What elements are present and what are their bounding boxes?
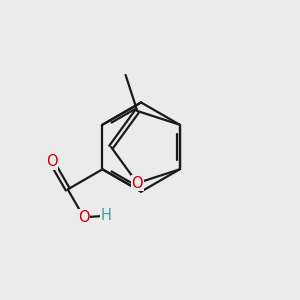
Text: O: O [131, 176, 143, 190]
Text: O: O [46, 154, 58, 169]
Text: O: O [78, 210, 90, 225]
Text: H: H [100, 208, 112, 223]
